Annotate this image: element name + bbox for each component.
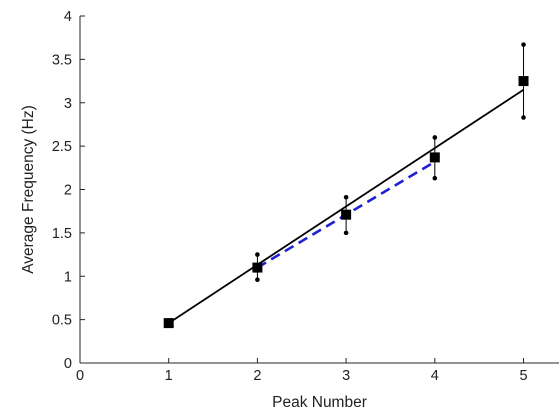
error-bar-cap-lower	[343, 230, 349, 236]
y-tick-label: 3	[64, 96, 72, 112]
data-point-square	[341, 209, 352, 220]
error-bar-cap-upper	[521, 42, 526, 47]
y-tick-label: 1	[64, 269, 72, 285]
y-tick-label: 1.5	[52, 226, 72, 242]
x-tick-label: 5	[519, 368, 527, 384]
data-point-square	[429, 152, 440, 163]
error-bar-cap-lower	[255, 277, 260, 283]
y-tick-label: 3.5	[52, 52, 72, 68]
x-tick-label: 3	[342, 368, 350, 384]
x-tick-label: 4	[431, 368, 439, 384]
y-tick-label: 0.5	[52, 313, 72, 329]
y-tick-label: 2	[64, 183, 72, 199]
data-point-square	[252, 262, 263, 273]
data-point-square	[163, 318, 174, 329]
error-bar-cap-lower	[521, 115, 526, 120]
x-axis-title: Peak Number	[272, 394, 367, 411]
y-tick-label: 4	[64, 9, 72, 25]
y-tick-label: 2.5	[52, 139, 72, 155]
error-bar-cap-upper	[432, 135, 438, 140]
error-bar-cap-upper	[343, 195, 349, 200]
x-tick-label: 1	[165, 368, 173, 384]
y-axis-title: Average Frequency (Hz)	[20, 105, 37, 274]
error-bar-cap-lower	[432, 175, 438, 181]
x-tick-label: 2	[253, 368, 261, 384]
error-bar-cap-upper	[255, 252, 260, 257]
data-point-square	[518, 76, 529, 87]
x-tick-label: 0	[76, 368, 84, 384]
y-tick-label: 0	[64, 356, 72, 372]
